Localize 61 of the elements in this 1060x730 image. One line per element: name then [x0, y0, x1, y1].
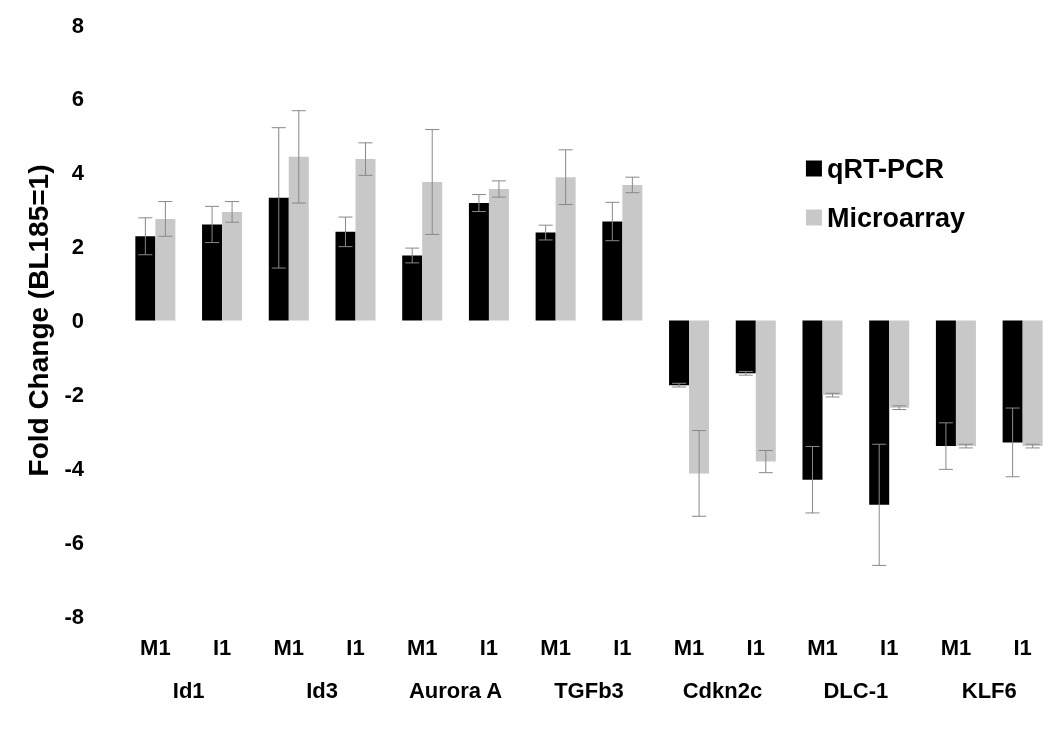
bar: [468, 203, 489, 321]
text: KLF6: [961, 677, 1017, 703]
bar: [802, 320, 823, 480]
y-axis-title: Fold Change (BL185=1): [22, 164, 54, 477]
bar: [422, 181, 443, 321]
x-tick-label: M1: [140, 634, 171, 660]
bar: [889, 320, 910, 408]
text: Aurora A: [408, 677, 503, 703]
legend-label: qRT-PCR: [826, 153, 944, 184]
text: Cdkn2c: [682, 677, 763, 703]
y-tick-label: 4: [71, 160, 85, 186]
bar: [622, 184, 643, 321]
x-tick-label: I1: [212, 634, 232, 660]
y-tick-label: 8: [71, 12, 84, 38]
x-tick-label: M1: [940, 634, 972, 660]
y-tick-label: -8: [64, 603, 84, 629]
bar: [535, 232, 556, 321]
x-tick-label: M1: [406, 634, 438, 660]
x-tick-label: M1: [673, 634, 705, 660]
x-tick-label: I1: [746, 634, 765, 660]
y-tick-label: -6: [64, 529, 84, 555]
y-tick-label: -4: [64, 455, 85, 481]
text: Id1: [172, 677, 205, 703]
text: TGFb3: [554, 677, 624, 703]
bar: [935, 320, 956, 447]
bar: [1002, 320, 1023, 443]
legend-label: Microarray: [826, 202, 966, 233]
bar: [402, 255, 423, 321]
x-tick-label: M1: [540, 634, 571, 660]
text: DLC-1: [823, 677, 889, 703]
bar: [1022, 320, 1043, 447]
bar: [755, 320, 776, 462]
bar: [488, 189, 509, 321]
bar: [735, 320, 756, 374]
x-tick-label: I1: [880, 634, 899, 660]
y-tick-label: -2: [64, 381, 84, 407]
bar: [822, 320, 843, 396]
bar: [288, 156, 309, 321]
x-tick-label: M1: [807, 634, 838, 660]
bar: [355, 159, 376, 321]
x-tick-label: I1: [1013, 634, 1032, 660]
y-tick-label: 0: [71, 308, 84, 333]
bar: [135, 236, 156, 321]
y-tick-label: 2: [71, 234, 84, 260]
bar: [689, 320, 710, 474]
bar: [202, 224, 223, 321]
x-tick-label: M1: [273, 634, 305, 660]
bar: [268, 197, 289, 321]
bar: [869, 320, 890, 505]
x-tick-label: I1: [479, 634, 499, 660]
x-tick-label: I1: [613, 634, 632, 660]
bar: [155, 218, 176, 321]
bar: [955, 320, 976, 447]
bar: [222, 211, 243, 321]
x-tick-label: I1: [346, 634, 365, 660]
y-tick-label: 6: [71, 86, 84, 112]
bar: [669, 320, 690, 386]
text: Id3: [306, 677, 339, 703]
bar: [335, 231, 356, 321]
bar: [602, 221, 623, 321]
bar: [555, 177, 576, 321]
